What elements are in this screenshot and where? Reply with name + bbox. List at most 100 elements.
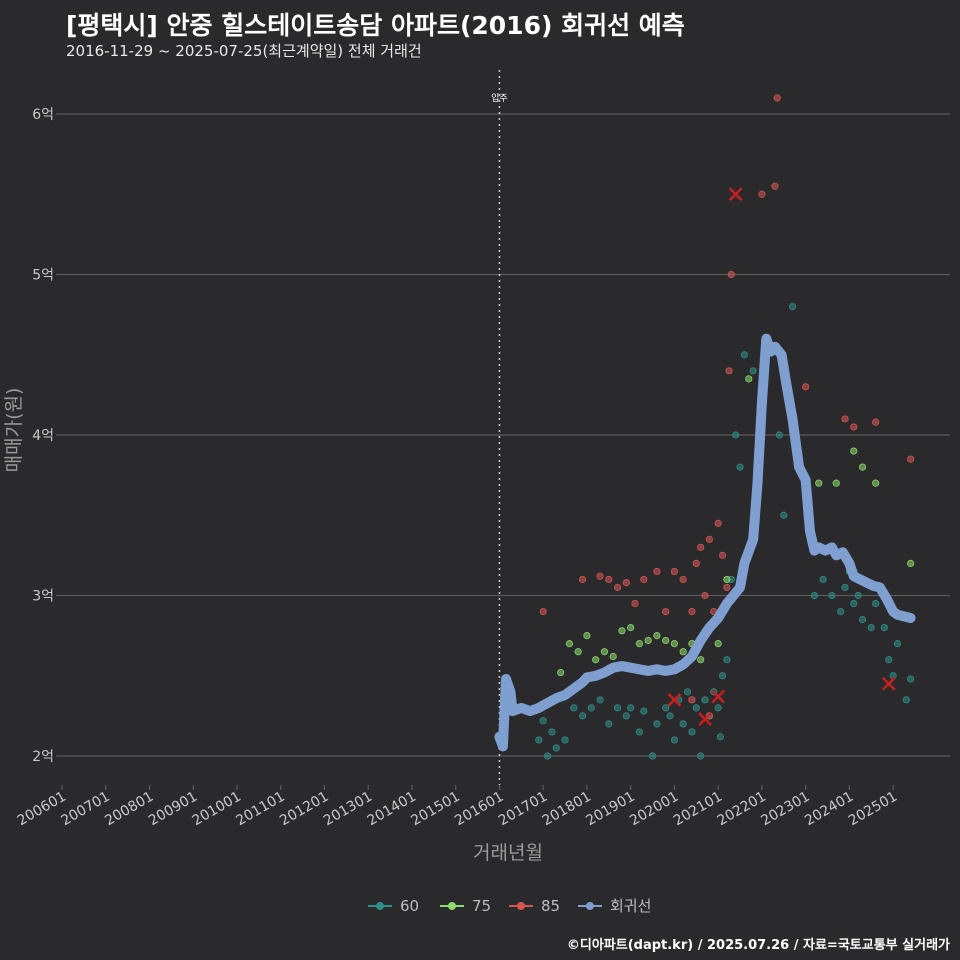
source-credit: ©디아파트(dapt.kr) / 2025.07.26 / 자료=국토교통부 실…	[566, 938, 950, 953]
grid-lines	[62, 113, 950, 757]
tick-label-x-11: 201701	[496, 789, 550, 830]
point-60-33	[723, 656, 731, 664]
move-in-annotation: 입주	[491, 70, 508, 785]
point-60-50	[854, 591, 862, 600]
point-60-46	[837, 607, 845, 616]
tick-label-x-1: 200701	[58, 789, 112, 830]
point-60-6	[570, 704, 578, 712]
point-85-14	[697, 543, 705, 551]
point-75-19	[723, 575, 731, 584]
point-85-25	[773, 94, 781, 102]
point-60-22	[679, 720, 687, 728]
point-60-19	[666, 712, 674, 720]
point-60-58	[902, 696, 910, 704]
point-75-25	[858, 463, 867, 471]
point-75-14	[679, 648, 687, 656]
point-60-31	[716, 733, 724, 741]
point-85-29	[872, 418, 880, 426]
point-75-6	[609, 652, 617, 661]
point-85-10	[670, 567, 679, 576]
point-85-5	[622, 579, 630, 587]
point-75-22	[815, 479, 823, 487]
point-85-0	[539, 607, 547, 616]
tick-label-x-5: 201101	[233, 789, 287, 830]
legend-label-1: 75	[472, 897, 491, 915]
point-85-24	[771, 182, 779, 190]
point-60-35	[732, 431, 740, 439]
point-75-20	[745, 375, 753, 383]
point-60-7	[578, 712, 587, 720]
point-60-5	[561, 736, 569, 744]
point-75-9	[635, 640, 644, 648]
point-60-57	[893, 640, 902, 648]
point-60-42	[788, 302, 797, 311]
point-60-40	[775, 431, 783, 439]
tick-label-x-2: 200801	[102, 789, 156, 830]
chart-title: [평택시] 안중 힐스테이트송담 아파트(2016) 회귀선 예측	[66, 11, 685, 40]
point-60-8	[587, 704, 595, 712]
tick-label-x-4: 201001	[190, 789, 244, 830]
legend-label-3: 회귀선	[610, 897, 651, 915]
regression-path	[494, 333, 916, 752]
point-85-22	[727, 270, 735, 279]
point-60-25	[692, 704, 700, 712]
point-85-23	[758, 190, 766, 198]
point-75-26	[872, 479, 880, 487]
point-85-19	[718, 551, 727, 559]
point-60-32	[718, 672, 727, 680]
point-60-15	[640, 707, 648, 715]
point-85-30	[907, 455, 915, 463]
point-75-0	[557, 668, 565, 677]
point-85-13	[692, 559, 700, 568]
point-85-27	[841, 415, 849, 423]
point-60-45	[828, 591, 836, 600]
highlight-marker-3	[711, 689, 726, 704]
tick-label-x-14: 202001	[627, 789, 681, 830]
point-60-3	[548, 728, 556, 736]
legend-label-2: 85	[541, 897, 560, 915]
point-75-4	[592, 656, 600, 664]
point-85-7	[640, 575, 648, 584]
point-75-10	[644, 636, 652, 645]
point-60-54	[880, 623, 888, 632]
tick-label-x-7: 201301	[321, 789, 375, 830]
point-75-7	[618, 627, 626, 635]
legend-symbol-1	[448, 902, 456, 910]
point-85-6	[631, 599, 639, 608]
point-60-27	[701, 696, 709, 704]
tick-label-x-18: 202401	[802, 789, 856, 830]
point-85-31	[688, 696, 696, 704]
point-60-0	[535, 736, 543, 744]
point-75-16	[697, 656, 705, 664]
point-60-18	[662, 704, 670, 712]
tick-label-y-4: 6억	[32, 107, 54, 123]
tick-label-x-16: 202201	[715, 789, 769, 830]
tick-label-x-6: 201201	[277, 789, 331, 830]
x-axis-ticks: 2006012007012008012009012010012011012012…	[15, 785, 900, 829]
move-in-label: 입주	[491, 92, 508, 104]
point-85-12	[688, 607, 696, 616]
y-axis-title: 매매가(원)	[3, 388, 25, 473]
legend-symbol-2	[517, 902, 525, 910]
point-85-16	[705, 535, 714, 543]
point-85-9	[662, 607, 670, 616]
point-85-2	[596, 572, 604, 580]
point-60-36	[736, 463, 744, 471]
point-75-24	[850, 447, 858, 455]
tick-label-x-17: 202301	[758, 789, 812, 830]
point-60-11	[613, 704, 622, 712]
point-60-2	[543, 752, 552, 760]
tick-label-x-3: 200901	[146, 789, 200, 830]
legend: 60 75 85 회귀선	[368, 897, 651, 915]
point-60-9	[596, 696, 604, 704]
y-axis-ticks: 2억 3억 4억 5억 6억	[32, 107, 62, 765]
tick-label-x-15: 202101	[671, 789, 725, 830]
point-60-14	[635, 728, 644, 736]
point-60-30	[714, 704, 722, 712]
point-85-21	[725, 367, 733, 375]
point-85-20	[723, 583, 731, 592]
point-60-24	[688, 728, 696, 736]
point-85-11	[679, 575, 687, 584]
point-60-37	[740, 351, 749, 359]
point-75-2	[574, 648, 582, 656]
